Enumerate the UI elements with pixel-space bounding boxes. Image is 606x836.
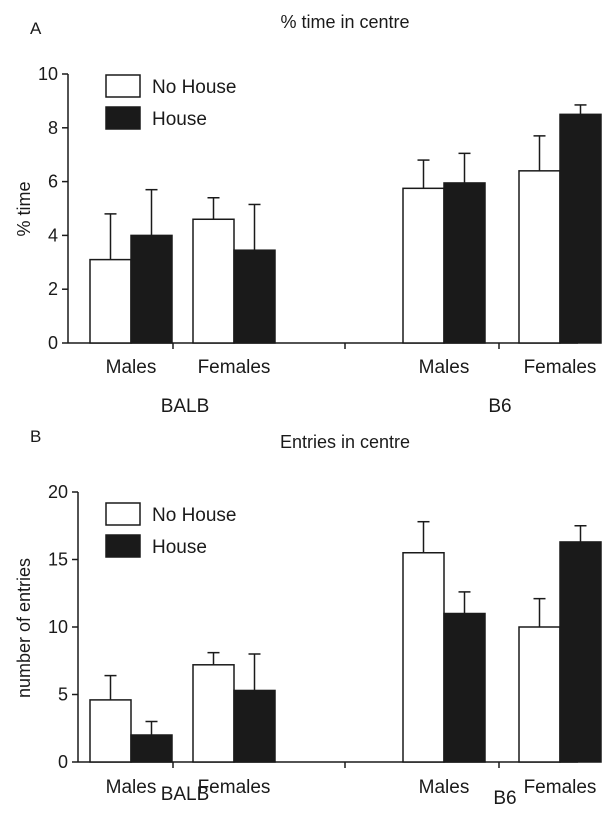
panel-b-strain-label-balb: BALB bbox=[161, 784, 210, 805]
panel-a-group-label-females-balb: Females bbox=[198, 357, 271, 378]
panel-a-bar-no-house-females-balb bbox=[192, 218, 235, 344]
legend-swatch-no-house bbox=[105, 74, 141, 98]
chart-panel-a: A % time in centre % time BALB B6 No Hou… bbox=[14, 12, 602, 417]
panel-b-bar-house-females-b6 bbox=[559, 541, 602, 763]
legend-swatch-house bbox=[105, 534, 141, 558]
panel-b-group-label-females-balb: Females bbox=[198, 777, 271, 798]
panel-a-y-axis-label: % time bbox=[14, 181, 34, 236]
panel-a-letter: A bbox=[30, 19, 42, 38]
panel-a-bar-no-house-females-b6 bbox=[518, 170, 561, 344]
panel-b-y-tick-label: 0 bbox=[58, 752, 68, 772]
panel-b-letter: B bbox=[30, 427, 41, 446]
panel-a-group-label-males-balb: Males bbox=[106, 357, 157, 378]
panel-b-y-tick-label: 15 bbox=[48, 550, 68, 570]
legend-label-house: House bbox=[152, 537, 207, 558]
panel-a-y-tick-label: 2 bbox=[48, 279, 58, 299]
panel-b-bar-no-house-males-balb bbox=[89, 699, 132, 763]
panel-a-strain-label-balb: BALB bbox=[161, 396, 210, 417]
panel-b-bar-house-males-b6 bbox=[443, 612, 486, 763]
panel-b-group-label-males-balb: Males bbox=[106, 777, 157, 798]
panel-a-legend: No House House bbox=[105, 74, 237, 130]
panel-a-title: % time in centre bbox=[280, 12, 409, 32]
panel-a-group-label-males-b6: Males bbox=[419, 357, 470, 378]
panel-b-y-axis-label: number of entries bbox=[14, 558, 34, 698]
panel-b-bar-house-females-balb bbox=[233, 689, 276, 763]
panel-a-y-tick-label: 10 bbox=[38, 64, 58, 84]
legend-swatch-house bbox=[105, 106, 141, 130]
panel-a-group-label-females-b6: Females bbox=[524, 357, 597, 378]
panel-b-bar-no-house-males-b6 bbox=[402, 552, 445, 763]
panel-b-y-tick-label: 5 bbox=[58, 685, 68, 705]
panel-b-group-label-females-b6: Females bbox=[524, 777, 597, 798]
panel-b-bar-no-house-females-b6 bbox=[518, 626, 561, 763]
panel-a-y-tick-label: 8 bbox=[48, 118, 58, 138]
panel-b-strain-label-b6: B6 bbox=[493, 788, 516, 809]
panel-a-bar-no-house-males-balb bbox=[89, 258, 132, 344]
panel-b-bar-house-males-balb bbox=[130, 734, 173, 763]
panel-a-bar-house-males-b6 bbox=[443, 182, 486, 344]
panel-a-bar-house-females-balb bbox=[233, 249, 276, 344]
legend-label-no-house: No House bbox=[152, 77, 237, 98]
panel-b-bar-no-house-females-balb bbox=[192, 664, 235, 763]
panel-b-y-tick-label: 20 bbox=[48, 482, 68, 502]
panel-a-bar-house-males-balb bbox=[130, 234, 173, 344]
panel-a-y-tick-label: 6 bbox=[48, 172, 58, 192]
panel-a-y-tick-label: 4 bbox=[48, 225, 58, 245]
panel-b-group-label-males-b6: Males bbox=[419, 777, 470, 798]
legend-label-no-house: No House bbox=[152, 505, 237, 526]
panel-b-y-tick-label: 10 bbox=[48, 617, 68, 637]
legend-swatch-no-house bbox=[105, 502, 141, 526]
panel-b-legend: No House House bbox=[105, 502, 237, 558]
panel-a-strain-label-b6: B6 bbox=[488, 396, 511, 417]
panel-a-bar-no-house-males-b6 bbox=[402, 187, 445, 344]
panel-a-y-tick-label: 0 bbox=[48, 333, 58, 353]
chart-panel-b: B Entries in centre number of entries BA… bbox=[14, 427, 602, 809]
panel-a-bar-house-females-b6 bbox=[559, 113, 602, 344]
panel-b-title: Entries in centre bbox=[280, 432, 410, 452]
legend-label-house: House bbox=[152, 109, 207, 130]
